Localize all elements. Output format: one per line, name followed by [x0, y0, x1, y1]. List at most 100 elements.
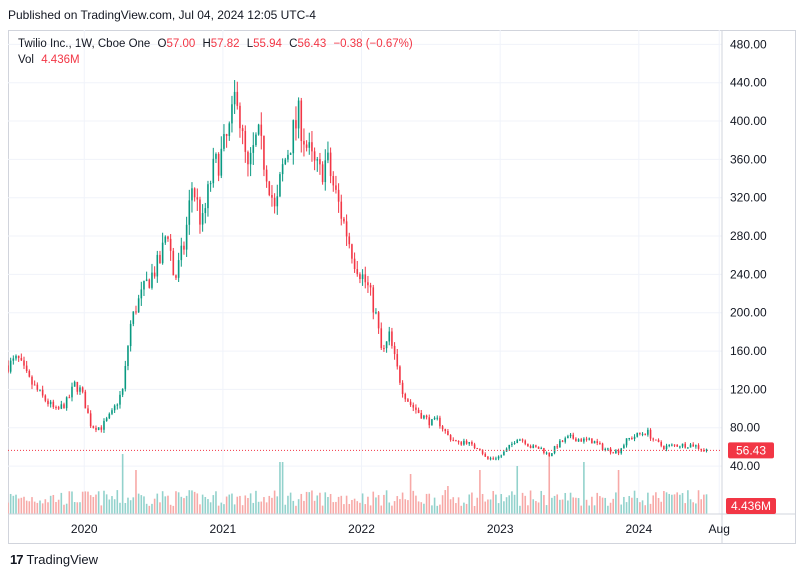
- volume-bar: [431, 505, 433, 514]
- volume-bar: [407, 500, 409, 514]
- legend-close: 56.43: [297, 38, 327, 50]
- volume-bar: [545, 505, 548, 514]
- candle-body: [540, 448, 543, 450]
- volume-bar: [273, 490, 276, 514]
- candle-body: [556, 446, 559, 448]
- volume-bar: [593, 505, 596, 514]
- y-tick-label: 360.00: [730, 152, 767, 166]
- candle-body: [532, 445, 535, 448]
- volume-bar: [348, 503, 351, 514]
- volume-bar: [233, 504, 236, 514]
- candle-body: [287, 154, 289, 160]
- candle-body: [367, 282, 369, 286]
- candle-body: [516, 439, 519, 443]
- candle-body: [564, 438, 567, 442]
- volume-bar: [167, 495, 169, 514]
- candle-body: [671, 444, 673, 446]
- candle-body: [236, 91, 239, 106]
- volume-bar: [241, 505, 244, 514]
- candle-body: [412, 404, 415, 408]
- volume-bar: [15, 494, 17, 514]
- legend-symbol[interactable]: Twilio Inc., 1W, Cboe One: [18, 38, 151, 50]
- x-tick-label: Aug: [709, 522, 730, 536]
- candle-body: [420, 413, 423, 419]
- candle-body: [663, 445, 665, 450]
- candle-body: [105, 418, 108, 421]
- volume-bar: [503, 501, 505, 514]
- candle-body: [44, 395, 47, 401]
- volume-bar: [132, 497, 135, 514]
- candle-body: [129, 323, 132, 347]
- candle-body: [447, 431, 449, 436]
- volume-bar: [668, 493, 671, 514]
- volume-bar: [692, 502, 695, 514]
- candle-body: [119, 394, 121, 405]
- volume-bar: [287, 495, 289, 514]
- volume-bar: [436, 505, 439, 514]
- volume-bar: [196, 493, 199, 514]
- candle-body: [492, 458, 495, 460]
- volume-bar: [297, 499, 300, 514]
- volume-bar: [676, 492, 679, 514]
- volume-bar: [180, 496, 183, 514]
- legend-open: 57.00: [166, 38, 196, 50]
- volume-bar: [188, 490, 191, 514]
- volume-bar: [279, 462, 281, 514]
- candle-body: [399, 366, 401, 383]
- candle-body: [649, 429, 652, 439]
- candle-body: [89, 413, 92, 427]
- candle-body: [583, 438, 585, 442]
- price-axis[interactable]: 480.00 440.00 400.00 360.00 320.00 280.00 240.…: [730, 37, 767, 473]
- candle-body: [601, 443, 604, 450]
- candle-body: [431, 419, 433, 426]
- candle-body: [391, 331, 393, 346]
- volume-bar: [457, 497, 460, 514]
- candle-body: [268, 181, 271, 196]
- x-tick-label: 2021: [210, 522, 237, 536]
- volume-bar: [684, 503, 687, 514]
- price-chart[interactable]: 480.00 440.00 400.00 360.00 320.00 280.00 240.…: [8, 30, 796, 544]
- candle-body: [535, 445, 537, 447]
- volume-bar: [207, 499, 209, 514]
- volume-bar: [521, 492, 524, 514]
- time-axis[interactable]: 2020 2021 2022 2023 2024 Aug: [71, 522, 730, 536]
- candle-body: [52, 401, 55, 407]
- candle-body: [225, 134, 228, 136]
- candle-body: [201, 213, 204, 225]
- volume-bar: [153, 498, 156, 514]
- volume-bar: [79, 502, 81, 514]
- volume-bar: [567, 500, 569, 514]
- volume-bar: [633, 490, 636, 514]
- candle-body: [204, 208, 207, 214]
- volume-bar: [476, 497, 479, 514]
- y-tick-label: 120.00: [730, 382, 767, 396]
- candle-body: [359, 274, 361, 280]
- volume-bar: [532, 499, 535, 514]
- volume-bar: [193, 491, 196, 514]
- candle-body: [332, 176, 335, 186]
- volume-bar: [137, 493, 140, 514]
- candle-body: [471, 441, 473, 445]
- y-tick-label: 80.00: [730, 421, 760, 435]
- volume-bar: [191, 490, 193, 514]
- volume-bar: [95, 494, 97, 514]
- volume-bar: [36, 502, 39, 514]
- candle-body: [193, 188, 196, 198]
- candle-body: [500, 455, 503, 457]
- candle-body: [9, 360, 12, 372]
- volume-bar: [361, 493, 364, 514]
- candle-body: [113, 405, 116, 411]
- volume-bar: [308, 492, 311, 514]
- footer-brand[interactable]: 17 TradingView: [10, 552, 98, 567]
- volume-bar: [519, 505, 521, 514]
- candle-body: [47, 400, 49, 405]
- volume-bar: [265, 502, 268, 514]
- candle-body: [284, 159, 287, 165]
- volume-bar: [481, 493, 484, 514]
- x-tick-label: 2020: [71, 522, 98, 536]
- volume-bar: [607, 505, 609, 514]
- candle-body: [636, 432, 639, 437]
- candle-body: [212, 158, 215, 184]
- volume-bar: [423, 503, 425, 514]
- candle-body: [65, 397, 68, 409]
